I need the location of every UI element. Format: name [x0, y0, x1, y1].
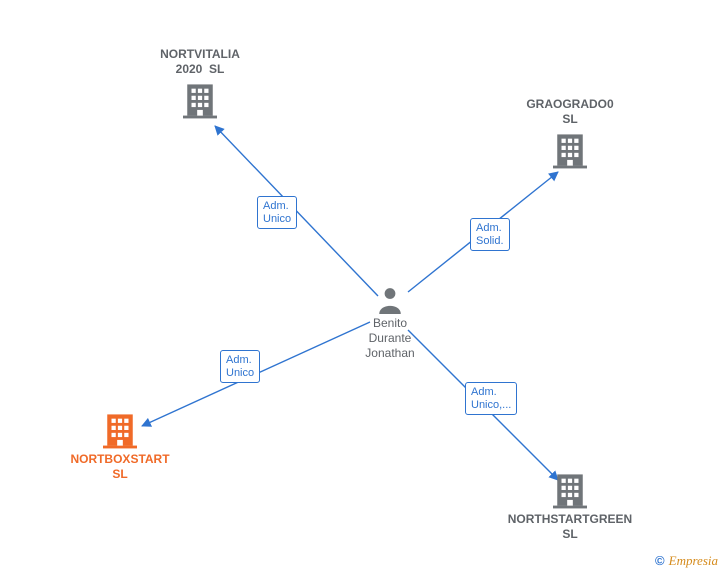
person-label-center: Benito Durante Jonathan	[340, 316, 440, 361]
company-label-nortvitalia: NORTVITALIA 2020 SL	[130, 47, 270, 77]
edge-label: Adm. Unico	[220, 350, 260, 383]
edge-label: Adm. Unico	[257, 196, 297, 229]
company-node-northstartgreen[interactable]	[553, 471, 587, 509]
edge-label: Adm. Solid.	[470, 218, 510, 251]
company-node-nortvitalia[interactable]	[183, 81, 217, 119]
footer-copyright: © Empresia	[655, 553, 718, 569]
company-label-nortboxstart: NORTBOXSTART SL	[50, 452, 190, 482]
brand-name: Empresia	[669, 553, 718, 568]
copyright-symbol: ©	[655, 553, 665, 568]
person-node-center[interactable]	[377, 286, 403, 314]
company-label-northstartgreen: NORTHSTARTGREEN SL	[500, 512, 640, 542]
edge-label: Adm. Unico,...	[465, 382, 517, 415]
company-node-graogrado[interactable]	[553, 131, 587, 169]
company-node-nortboxstart[interactable]	[103, 411, 137, 449]
diagram-canvas	[0, 0, 728, 575]
company-label-graogrado: GRAOGRADO0 SL	[500, 97, 640, 127]
